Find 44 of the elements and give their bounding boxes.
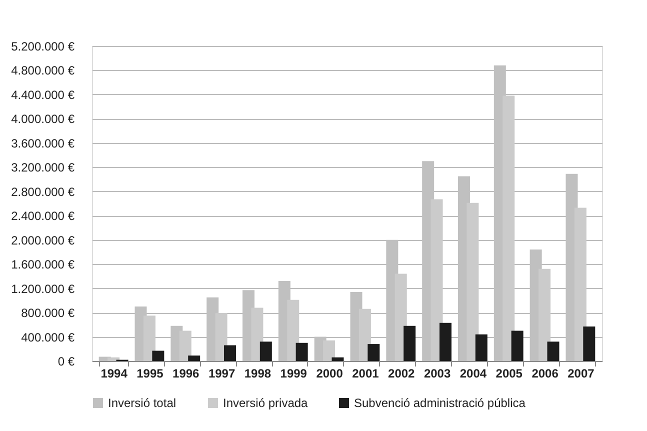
bar bbox=[188, 356, 200, 361]
legend-label: Subvenció administració pública bbox=[354, 396, 526, 410]
legend-label: Inversió privada bbox=[223, 396, 308, 410]
y-tick-label: 0 € bbox=[58, 354, 75, 368]
y-tick-label: 1.600.000 € bbox=[11, 258, 75, 272]
y-tick-label: 2.000.000 € bbox=[11, 233, 75, 248]
y-tick-label: 3.600.000 € bbox=[11, 136, 75, 150]
bar bbox=[583, 326, 596, 361]
legend-label: Inversió total bbox=[108, 396, 176, 410]
bar bbox=[260, 342, 272, 361]
y-tick-label: 2.400.000 € bbox=[11, 209, 75, 224]
x-tick-label: 2007 bbox=[568, 366, 595, 380]
bar bbox=[224, 345, 236, 361]
x-tick-label: 1999 bbox=[280, 366, 308, 380]
x-tick-label: 2003 bbox=[424, 366, 451, 380]
bar bbox=[475, 334, 488, 361]
y-tick-label: 1.200.000 € bbox=[11, 282, 75, 296]
bar bbox=[332, 357, 344, 361]
y-tick-label: 400.000 € bbox=[21, 330, 75, 344]
x-tick-label: 1997 bbox=[208, 366, 236, 380]
y-tick-label: 4.400.000 € bbox=[11, 88, 75, 102]
bar bbox=[547, 342, 560, 361]
bar bbox=[404, 326, 416, 361]
x-tick-label: 2005 bbox=[496, 366, 523, 380]
y-tick-label: 800.000 € bbox=[21, 306, 75, 320]
bar bbox=[296, 342, 308, 361]
x-tick-label: 1995 bbox=[136, 366, 164, 380]
x-tick-label: 1998 bbox=[244, 366, 272, 380]
x-tick-label: 2004 bbox=[460, 366, 487, 380]
x-tick-label: 2002 bbox=[388, 366, 416, 380]
x-tick-label: 2006 bbox=[532, 366, 559, 380]
bar bbox=[439, 322, 452, 361]
x-tick-label: 2000 bbox=[316, 366, 344, 380]
y-tick-label: 2.800.000 € bbox=[11, 184, 75, 199]
bar bbox=[368, 344, 380, 361]
y-tick-label: 3.200.000 € bbox=[11, 160, 75, 175]
x-tick-label: 1994 bbox=[100, 366, 128, 380]
bar bbox=[152, 350, 164, 361]
y-tick-label: 5.200.000 € bbox=[11, 40, 75, 54]
y-tick-label: 4.000.000 € bbox=[11, 112, 75, 126]
y-tick-label: 4.800.000 € bbox=[11, 64, 75, 78]
bar bbox=[511, 330, 524, 361]
x-tick-label: 1996 bbox=[172, 366, 200, 380]
x-tick-label: 2001 bbox=[352, 366, 380, 380]
